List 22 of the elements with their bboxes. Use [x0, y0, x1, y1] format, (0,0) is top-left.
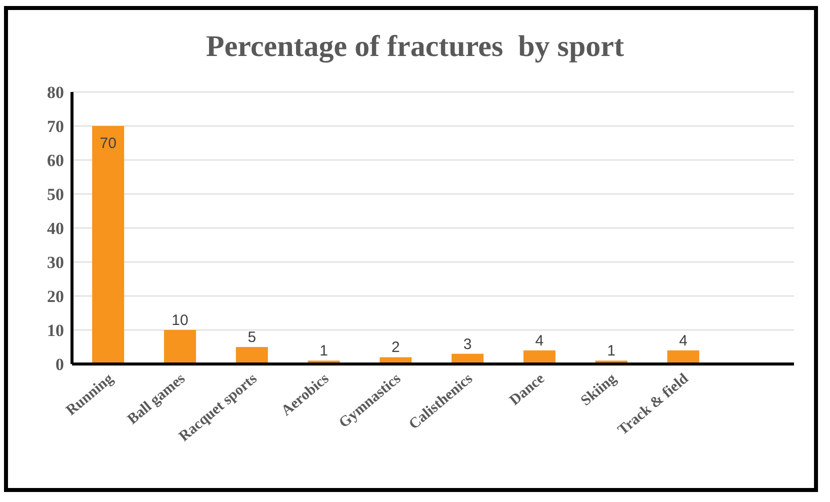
y-tick-label: 70	[47, 117, 64, 136]
y-tick-label: 20	[47, 287, 64, 306]
y-tick-label: 50	[47, 185, 64, 204]
data-label: 2	[392, 339, 400, 356]
y-tick-label: 0	[56, 355, 64, 374]
y-tick-label: 30	[47, 253, 64, 272]
data-label: 10	[172, 312, 188, 329]
bar	[92, 126, 124, 364]
data-label: 4	[535, 332, 544, 350]
y-tick-label: 40	[47, 219, 64, 238]
y-tick-label: 10	[47, 321, 64, 340]
bar	[164, 330, 196, 364]
data-label: 1	[607, 342, 616, 360]
data-label: 5	[248, 329, 256, 346]
data-label: 3	[463, 336, 472, 353]
y-tick-label: 60	[47, 151, 64, 170]
bar	[236, 347, 268, 364]
y-tick-label: 80	[47, 83, 64, 102]
data-label: 4	[679, 332, 688, 350]
data-label: 70	[100, 135, 116, 152]
chart-title: Percentage of fractures by sport	[205, 30, 625, 64]
data-label: 1	[320, 342, 328, 360]
